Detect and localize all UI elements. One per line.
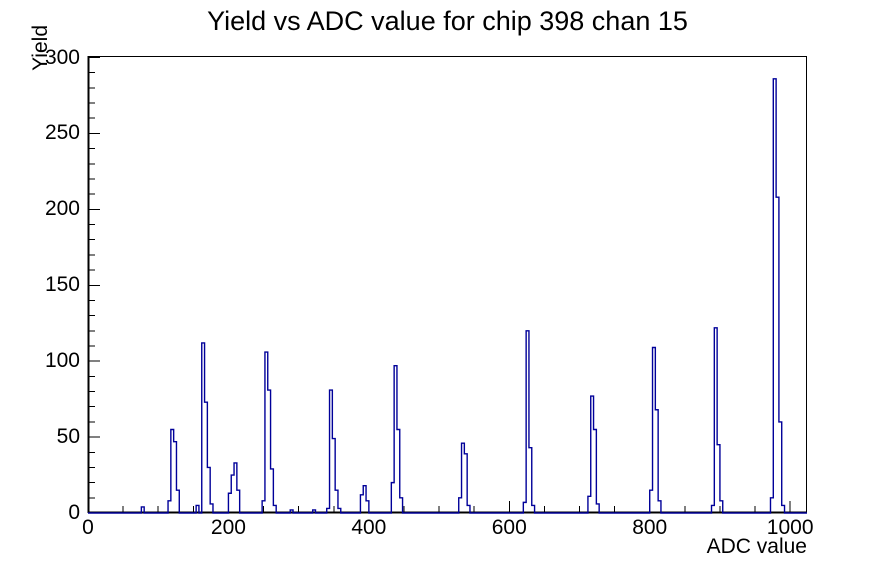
plot-frame [88,56,807,513]
chart-title: Yield vs ADC value for chip 398 chan 15 [207,6,688,36]
x-axis-title: ADC value [706,535,807,558]
histogram-series [88,78,807,514]
x-tick-label: 1000 [766,516,814,539]
y-tick-label: 250 [44,121,80,145]
y-tick-label: 0 [68,501,80,524]
x-tick-label: 0 [82,516,94,539]
y-tick-label: 300 [44,45,80,69]
x-tick-label: 800 [632,516,668,539]
y-axis-title: Yield [29,25,52,71]
x-tick-label: 200 [210,516,246,539]
x-tick-label: 400 [351,516,387,539]
y-tick-label: 100 [44,349,80,373]
plot-area [87,56,807,514]
y-tick-label: 200 [44,197,80,221]
x-tick-label: 600 [491,516,527,539]
y-tick-label: 150 [44,273,80,297]
y-tick-label: 50 [56,425,80,449]
